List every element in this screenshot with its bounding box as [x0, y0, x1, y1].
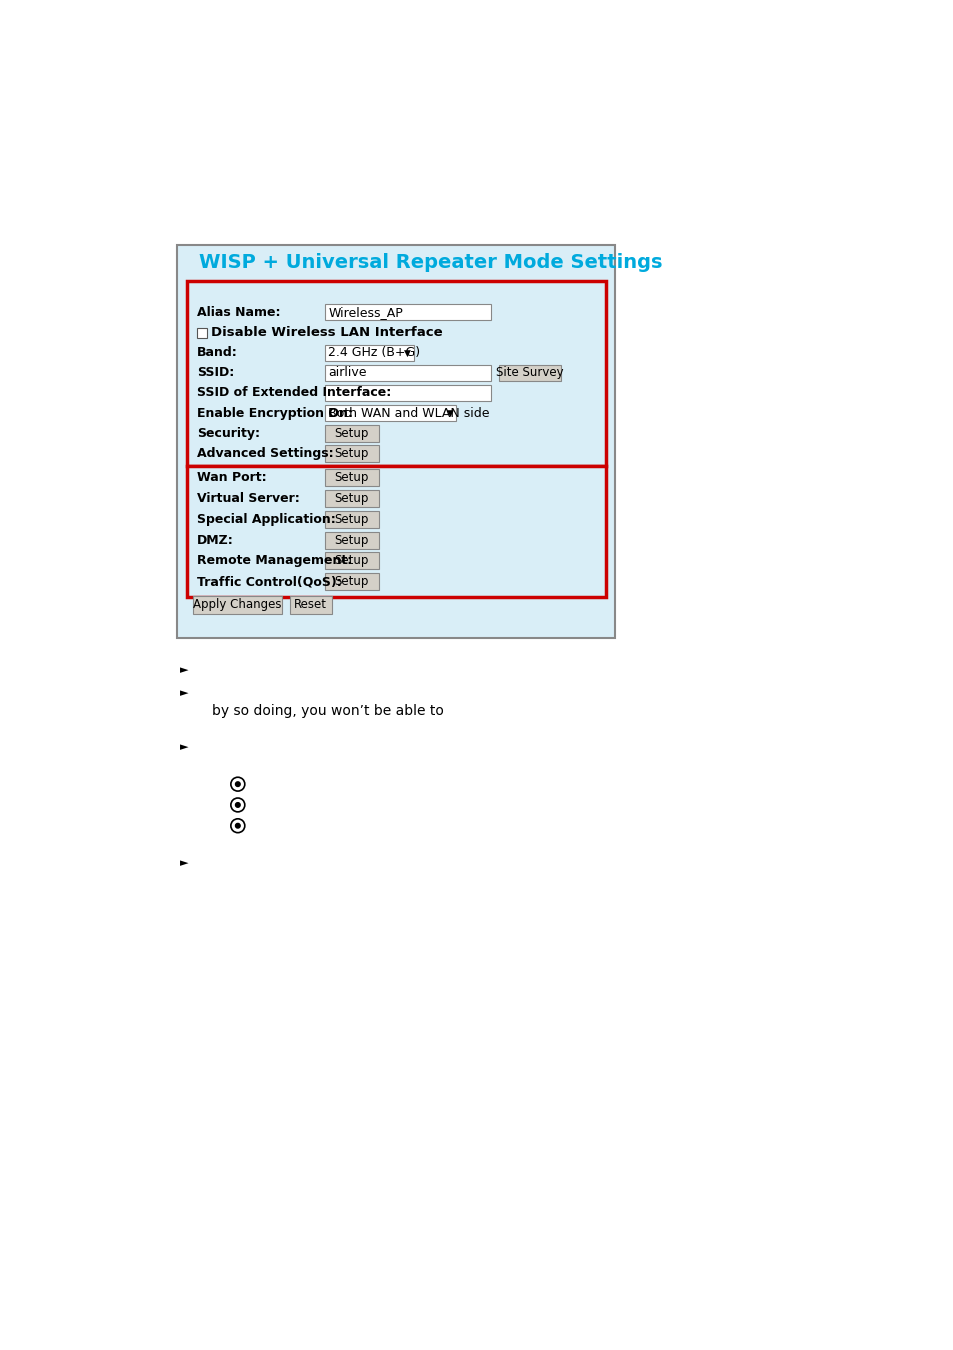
Circle shape [235, 803, 240, 807]
Text: Wan Port:: Wan Port: [196, 471, 266, 485]
FancyBboxPatch shape [324, 346, 414, 360]
Text: ►: ► [179, 743, 188, 752]
Text: Wireless_AP: Wireless_AP [328, 305, 403, 319]
Text: Both WAN and WLAN side: Both WAN and WLAN side [328, 406, 490, 420]
FancyBboxPatch shape [324, 305, 491, 320]
Text: Setup: Setup [335, 427, 369, 440]
FancyBboxPatch shape [324, 470, 378, 486]
Circle shape [235, 824, 240, 828]
Text: Setup: Setup [335, 471, 369, 485]
FancyBboxPatch shape [324, 510, 378, 528]
Text: Setup: Setup [335, 555, 369, 567]
Text: ►: ► [179, 666, 188, 675]
Text: Site Survey: Site Survey [496, 366, 563, 379]
FancyBboxPatch shape [324, 532, 378, 548]
Text: 2.4 GHz (B+G): 2.4 GHz (B+G) [328, 347, 420, 359]
Text: DMZ:: DMZ: [196, 533, 233, 547]
Text: Advanced Settings:: Advanced Settings: [196, 447, 333, 459]
Text: Security:: Security: [196, 427, 259, 440]
FancyBboxPatch shape [290, 595, 332, 614]
Text: ▼: ▼ [404, 348, 411, 358]
Text: ►: ► [179, 857, 188, 868]
FancyBboxPatch shape [324, 385, 491, 401]
Text: Apply Changes: Apply Changes [193, 598, 281, 612]
Text: Virtual Server:: Virtual Server: [196, 491, 299, 505]
FancyBboxPatch shape [177, 246, 615, 637]
Text: Enable Encryption On:: Enable Encryption On: [196, 406, 353, 420]
Text: Reset: Reset [294, 598, 327, 612]
Text: Alias Name:: Alias Name: [196, 305, 280, 319]
Text: Setup: Setup [335, 575, 369, 589]
Text: by so doing, you won’t be able to: by so doing, you won’t be able to [212, 703, 444, 718]
Text: Setup: Setup [335, 513, 369, 525]
FancyBboxPatch shape [324, 552, 378, 570]
FancyBboxPatch shape [324, 366, 491, 381]
FancyBboxPatch shape [324, 405, 456, 421]
Text: ▼: ▼ [447, 409, 454, 417]
FancyBboxPatch shape [324, 444, 378, 462]
Text: SSID:: SSID: [196, 366, 233, 379]
Text: Setup: Setup [335, 491, 369, 505]
Text: Band:: Band: [196, 347, 237, 359]
Text: Setup: Setup [335, 533, 369, 547]
Text: airlive: airlive [328, 366, 367, 379]
Text: ►: ► [179, 688, 188, 698]
Text: Setup: Setup [335, 447, 369, 459]
FancyBboxPatch shape [187, 466, 605, 597]
Text: WISP + Universal Repeater Mode Settings: WISP + Universal Repeater Mode Settings [199, 252, 662, 271]
FancyBboxPatch shape [196, 328, 207, 339]
Text: Special Application:: Special Application: [196, 513, 335, 525]
FancyBboxPatch shape [324, 490, 378, 508]
Text: Remote Management:: Remote Management: [196, 555, 352, 567]
FancyBboxPatch shape [324, 424, 378, 441]
Text: SSID of Extended Interface:: SSID of Extended Interface: [196, 386, 391, 400]
Text: Traffic Control(QoS):: Traffic Control(QoS): [196, 575, 341, 589]
Circle shape [235, 782, 240, 787]
FancyBboxPatch shape [187, 281, 605, 466]
Text: Disable Wireless LAN Interface: Disable Wireless LAN Interface [211, 327, 442, 339]
FancyBboxPatch shape [498, 364, 560, 382]
FancyBboxPatch shape [324, 574, 378, 590]
FancyBboxPatch shape [193, 595, 282, 614]
